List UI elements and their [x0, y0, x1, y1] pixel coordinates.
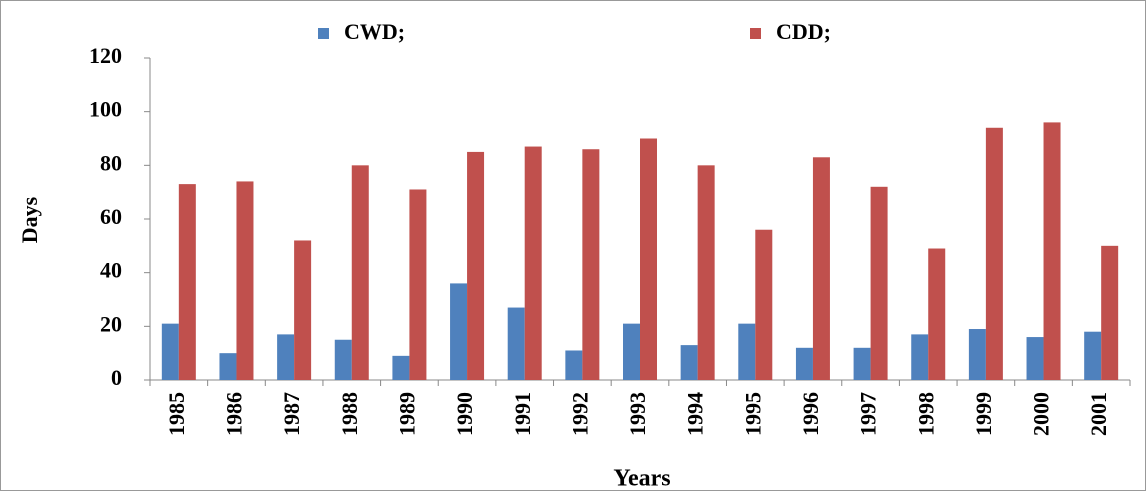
bar: [294, 240, 312, 380]
bar: [450, 283, 468, 380]
x-tick-label: 1990: [452, 392, 477, 436]
bar: [178, 184, 196, 380]
bar: [565, 350, 583, 380]
bar: [334, 339, 352, 380]
x-tick-label: 1992: [567, 392, 592, 436]
x-tick-label: 1997: [856, 392, 881, 436]
bar: [853, 347, 871, 380]
legend-swatch: [750, 28, 761, 39]
bar: [755, 229, 773, 380]
bar: [623, 323, 640, 380]
bar: [738, 323, 756, 380]
x-tick-label: 1996: [798, 392, 823, 436]
y-tick-label: 100: [89, 97, 122, 122]
bar: [392, 355, 410, 380]
bar: [928, 248, 946, 380]
bar: [795, 347, 813, 380]
x-tick-label: 1988: [337, 392, 362, 436]
bar: [911, 334, 929, 380]
bar: [409, 189, 427, 380]
bar: [640, 138, 657, 380]
bar: [236, 181, 254, 380]
x-tick-label: 1989: [394, 392, 419, 436]
bar: [351, 165, 369, 380]
x-tick-label: 1993: [625, 392, 650, 436]
bar: [1084, 331, 1102, 380]
bar: [161, 323, 179, 380]
y-tick-label: 0: [111, 365, 122, 390]
bar: [524, 146, 542, 380]
bar: [219, 353, 237, 380]
x-axis-title: Years: [613, 466, 670, 491]
legend-swatch: [318, 28, 329, 39]
bar: [812, 157, 830, 380]
bar: [1026, 337, 1044, 380]
x-tick-label: 1994: [683, 392, 708, 436]
bar: [582, 149, 600, 380]
bar: [467, 151, 485, 380]
x-tick-label: 1986: [222, 392, 247, 436]
y-tick-label: 40: [100, 258, 122, 283]
x-tick-label: 2001: [1086, 392, 1111, 436]
x-tick-label: 2000: [1029, 392, 1054, 436]
y-tick-label: 20: [100, 311, 122, 336]
bar: [1101, 245, 1119, 380]
x-tick-label: 1999: [971, 392, 996, 436]
x-tick-label: 1991: [510, 392, 535, 436]
bar: [968, 329, 986, 380]
bar: [697, 165, 715, 380]
y-tick-label: 60: [100, 204, 122, 229]
bar: [1043, 122, 1061, 381]
y-axis-title: Days: [17, 196, 42, 243]
bar: [985, 127, 1003, 381]
x-tick-label: 1985: [164, 392, 189, 436]
bar: [277, 334, 295, 380]
legend-label: CDD;: [776, 19, 831, 44]
x-tick-label: 1987: [279, 392, 304, 436]
bar: [507, 307, 525, 380]
y-tick-label: 80: [100, 150, 122, 175]
bar: [870, 186, 888, 380]
x-tick-label: 1998: [913, 392, 938, 436]
y-tick-label: 120: [89, 43, 122, 68]
x-tick-label: 1995: [740, 392, 765, 436]
legend-label: CWD;: [344, 19, 405, 44]
bar: [680, 345, 698, 380]
